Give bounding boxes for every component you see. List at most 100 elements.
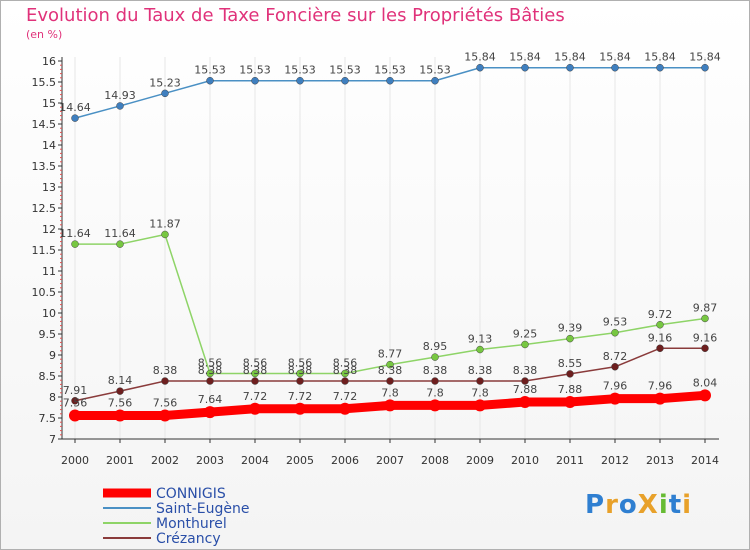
data-label-monthurel: 8.95 [423, 340, 448, 353]
data-point-monthurel [206, 369, 214, 378]
data-point-connigis [69, 409, 81, 422]
legend-label-monthurel: Monthurel [156, 516, 227, 532]
data-label-saint-eugene: 15.53 [419, 64, 451, 77]
data-point-monthurel [521, 340, 529, 349]
data-label-saint-eugene: 15.84 [554, 51, 586, 64]
y-tick-label: 9 [49, 349, 56, 362]
data-label-crezancy: 9.16 [693, 331, 718, 344]
data-label-crezancy: 8.38 [468, 364, 493, 377]
data-point-connigis [699, 389, 711, 402]
x-tick-label: 2008 [421, 454, 449, 467]
x-tick-label: 2014 [691, 454, 719, 467]
data-point-monthurel [251, 369, 259, 378]
data-label-crezancy: 8.38 [198, 364, 223, 377]
data-label-crezancy: 8.38 [378, 364, 403, 377]
data-label-saint-eugene: 15.84 [464, 51, 496, 64]
data-point-crezancy [296, 377, 304, 385]
data-point-crezancy [206, 377, 214, 385]
data-label-monthurel: 11.87 [149, 217, 181, 230]
data-point-crezancy [611, 363, 619, 371]
data-point-connigis [204, 406, 216, 419]
data-label-monthurel: 8.56 [198, 356, 223, 369]
data-label-saint-eugene: 14.93 [104, 89, 136, 102]
data-label-monthurel: 9.13 [468, 333, 493, 346]
data-label-saint-eugene: 15.23 [149, 76, 181, 89]
data-point-saint-eugene [566, 63, 574, 72]
x-tick-label: 2010 [511, 454, 539, 467]
data-label-connigis: 7.8 [381, 386, 399, 399]
data-point-saint-eugene [71, 114, 79, 122]
data-point-crezancy [251, 377, 259, 385]
y-tick-label: 16 [42, 55, 56, 68]
data-label-monthurel: 8.77 [378, 348, 403, 361]
data-point-monthurel [701, 314, 709, 323]
y-tick-label: 15 [42, 97, 56, 110]
data-label-saint-eugene: 15.84 [509, 51, 541, 64]
data-label-crezancy: 8.38 [243, 364, 268, 377]
data-point-saint-eugene [116, 102, 124, 110]
data-point-crezancy [701, 344, 709, 353]
data-point-crezancy [341, 377, 349, 385]
y-tick-label: 7.5 [39, 412, 57, 425]
y-tick-label: 12.5 [32, 202, 57, 215]
data-point-saint-eugene [656, 63, 664, 72]
data-point-connigis [429, 399, 441, 412]
y-tick-label: 8.5 [39, 370, 57, 383]
y-tick-label: 12 [42, 223, 56, 236]
data-point-saint-eugene [161, 89, 169, 98]
x-tick-label: 2011 [556, 454, 584, 467]
y-tick-label: 8 [49, 391, 56, 404]
data-label-connigis: 7.96 [603, 380, 628, 393]
data-label-connigis: 7.64 [198, 393, 223, 406]
data-label-connigis: 7.96 [648, 380, 673, 393]
y-tick-label: 11.5 [32, 244, 57, 257]
data-point-saint-eugene [386, 76, 394, 85]
data-point-monthurel [431, 353, 439, 361]
logo-letter: r [605, 490, 619, 520]
data-label-monthurel: 8.56 [243, 356, 268, 369]
data-label-crezancy: 8.72 [603, 350, 628, 363]
data-point-monthurel [71, 240, 79, 248]
x-tick-label: 2006 [331, 454, 359, 467]
data-label-saint-eugene: 15.53 [194, 64, 226, 77]
data-label-crezancy: 8.38 [153, 364, 178, 377]
data-point-monthurel [296, 369, 304, 378]
data-label-monthurel: 8.56 [288, 356, 313, 369]
data-point-saint-eugene [521, 63, 529, 72]
data-label-saint-eugene: 15.53 [329, 64, 361, 77]
data-label-crezancy: 8.38 [423, 364, 448, 377]
data-label-saint-eugene: 15.53 [239, 64, 271, 77]
data-point-connigis [654, 392, 666, 405]
y-tick-label: 10.5 [32, 286, 57, 299]
data-point-crezancy [431, 377, 439, 385]
y-tick-label: 7 [49, 433, 56, 446]
data-point-monthurel [566, 334, 574, 343]
data-point-connigis [519, 396, 531, 409]
data-point-saint-eugene [476, 63, 484, 72]
data-point-connigis [564, 396, 576, 409]
y-tick-label: 14.5 [32, 118, 57, 131]
data-point-connigis [159, 409, 171, 422]
data-label-saint-eugene: 14.64 [59, 101, 91, 114]
data-label-connigis: 7.8 [426, 386, 444, 399]
y-tick-label: 13 [42, 181, 56, 194]
logo-letter: o [618, 490, 638, 520]
x-tick-label: 2000 [61, 454, 89, 467]
data-point-monthurel [611, 328, 619, 337]
data-label-connigis: 7.8 [471, 386, 489, 399]
y-tick-label: 9.5 [39, 328, 57, 341]
data-point-saint-eugene [251, 76, 259, 85]
data-label-saint-eugene: 15.53 [284, 64, 316, 77]
y-tick-label: 15.5 [32, 76, 57, 89]
data-point-connigis [339, 402, 351, 415]
data-point-saint-eugene [206, 76, 214, 85]
data-point-connigis [294, 402, 306, 415]
data-label-monthurel: 11.64 [59, 227, 91, 240]
data-label-connigis: 7.72 [288, 390, 313, 403]
data-label-saint-eugene: 15.84 [689, 51, 721, 64]
data-label-crezancy: 9.16 [648, 331, 673, 344]
data-point-monthurel [341, 369, 349, 378]
x-tick-label: 2012 [601, 454, 629, 467]
data-point-monthurel [116, 240, 124, 248]
